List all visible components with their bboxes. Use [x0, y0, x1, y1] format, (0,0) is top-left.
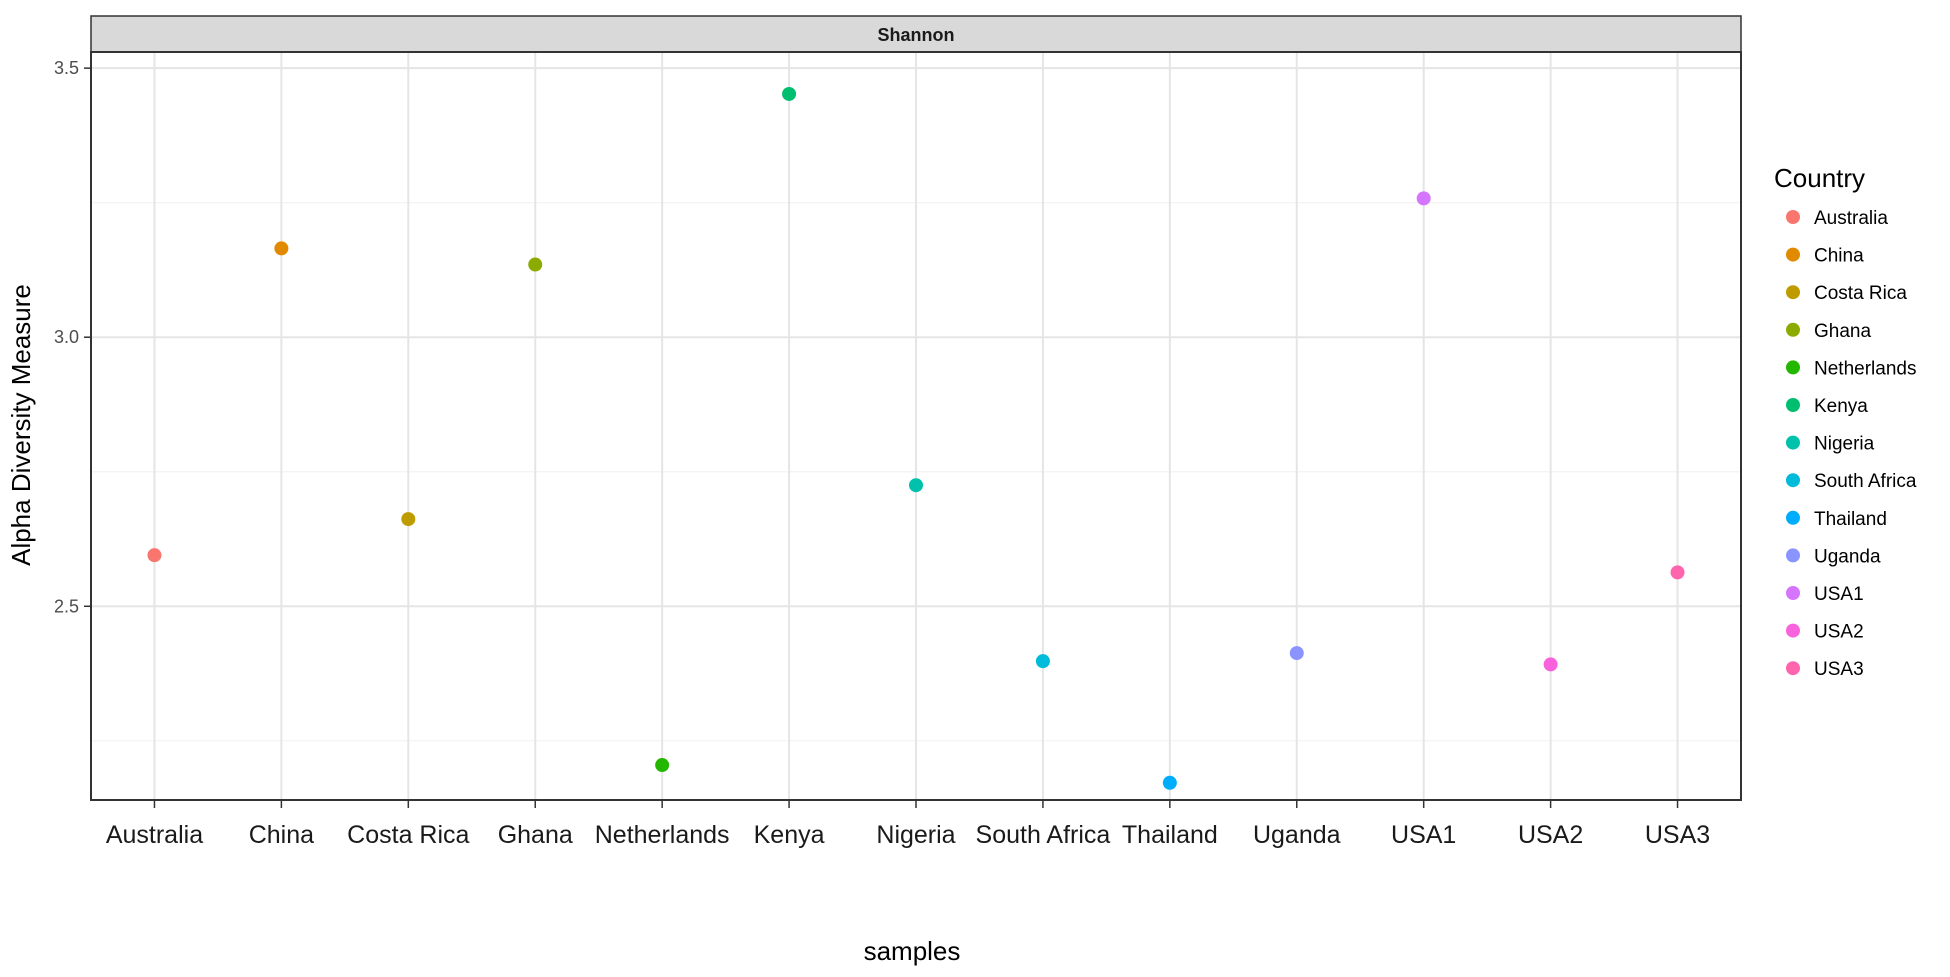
data-point [528, 257, 543, 272]
legend-label: Uganda [1814, 546, 1881, 567]
legend-swatch [1786, 322, 1800, 337]
x-tick-label: Australia [106, 821, 203, 849]
data-point [655, 758, 670, 773]
legend-label: South Africa [1814, 471, 1917, 492]
x-tick-label: Netherlands [595, 821, 730, 849]
legend-swatch [1786, 661, 1800, 676]
legend-label: Kenya [1814, 396, 1868, 417]
y-tick-label: 3.5 [54, 58, 79, 78]
x-tick-label: Kenya [754, 821, 825, 849]
x-tick-label: Ghana [498, 821, 573, 849]
data-point [1416, 191, 1431, 206]
legend-swatch [1786, 360, 1800, 375]
legend-label: Costa Rica [1814, 283, 1907, 304]
legend-swatch [1786, 623, 1800, 638]
legend-swatch [1786, 398, 1800, 412]
legend-label: USA2 [1814, 622, 1864, 643]
legend-swatch [1786, 473, 1800, 488]
legend: Country Australia China Costa Rica Ghana Net… [1774, 163, 1917, 680]
x-tick-label: Thailand [1122, 821, 1218, 849]
y-axis-ticks: 2.5 3.0 3.5 [54, 58, 91, 616]
legend-swatch [1786, 285, 1800, 300]
x-tick-label: South Africa [976, 821, 1111, 849]
data-point [1670, 565, 1685, 580]
x-tick-label: Costa Rica [347, 821, 469, 849]
data-point [147, 548, 162, 563]
data-point [1035, 654, 1050, 669]
legend-label: USA1 [1814, 584, 1864, 605]
x-tick-label: USA3 [1645, 821, 1710, 849]
legend-swatch [1786, 435, 1800, 450]
legend-label: Netherlands [1814, 358, 1916, 379]
x-tick-label: China [249, 821, 314, 849]
legend-label: Nigeria [1814, 434, 1875, 455]
legend-label: China [1814, 246, 1864, 267]
legend-label: Thailand [1814, 509, 1887, 530]
legend-swatch [1786, 548, 1800, 563]
legend-swatch [1786, 586, 1800, 600]
x-tick-label: USA1 [1391, 821, 1456, 849]
data-points [147, 86, 1685, 790]
x-axis-ticks: Australia China Costa Rica Ghana Netherlands… [106, 800, 1710, 849]
data-point [401, 512, 416, 527]
data-point [1543, 657, 1558, 672]
legend-title: Country [1774, 163, 1865, 193]
data-point [274, 241, 289, 256]
legend-label: Australia [1814, 208, 1888, 229]
legend-swatch [1786, 210, 1800, 224]
facet-strip [90, 15, 1742, 53]
data-point [909, 478, 923, 493]
x-tick-label: USA2 [1518, 821, 1583, 849]
grid-lines [91, 52, 1741, 800]
data-point [1162, 775, 1177, 790]
legend-swatch [1786, 510, 1800, 525]
legend-label: USA3 [1814, 659, 1864, 680]
x-tick-label: Nigeria [876, 821, 955, 849]
facet-label: Shannon [878, 25, 955, 45]
y-tick-label: 2.5 [54, 596, 79, 616]
y-axis-title: Alpha Diversity Measure [6, 284, 36, 566]
x-tick-label: Uganda [1253, 821, 1341, 849]
x-axis-title: samples [864, 936, 961, 966]
data-point [782, 86, 797, 101]
legend-swatch [1786, 247, 1800, 262]
y-tick-label: 3.0 [54, 327, 79, 347]
legend-label: Ghana [1814, 321, 1871, 342]
data-point [1289, 646, 1304, 661]
